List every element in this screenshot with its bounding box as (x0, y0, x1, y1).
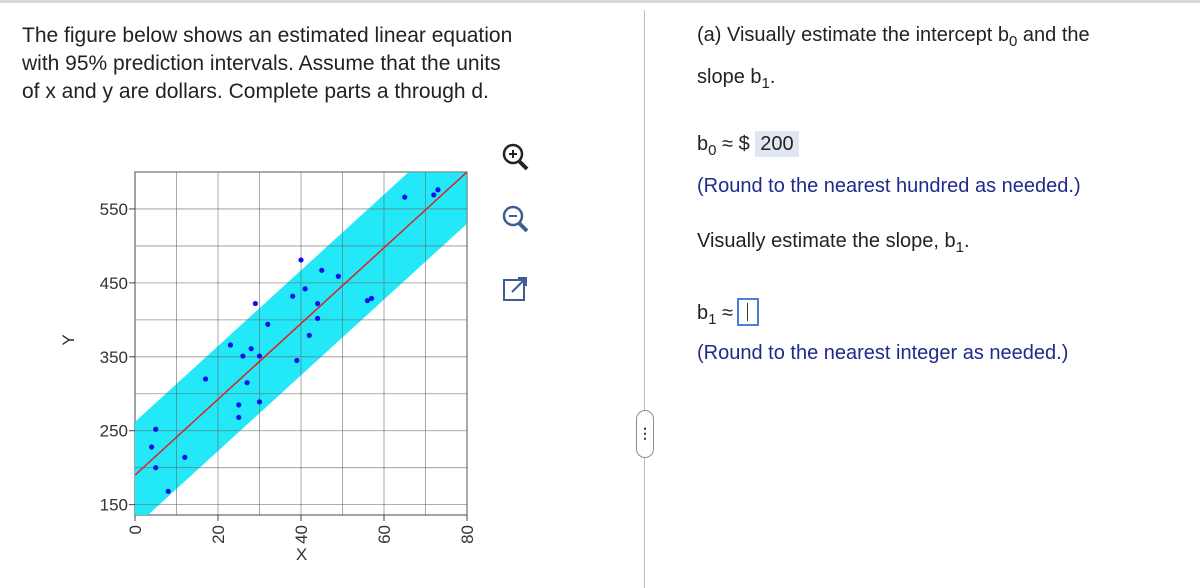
pop-out[interactable] (500, 274, 530, 304)
text: (a) Visually estimate the intercept b (697, 24, 1010, 46)
y-tick-label: 450 (100, 274, 128, 293)
point (298, 257, 304, 263)
text: and the (1017, 24, 1090, 46)
divider (644, 10, 645, 588)
point (236, 402, 242, 408)
intro-line: with 95% prediction intervals. Assume th… (22, 52, 501, 75)
point (153, 465, 159, 471)
subscript: 0 (708, 142, 717, 159)
text: b (697, 302, 709, 324)
point (165, 488, 171, 494)
point (202, 376, 209, 382)
x-tick-label: 60 (375, 525, 394, 544)
text: . (769, 66, 776, 88)
x-axis-label: X (296, 545, 307, 564)
x-tick-label: 20 (209, 525, 228, 544)
point (319, 267, 325, 273)
intro-line: of x and y are dollars. Complete parts a… (22, 80, 489, 103)
text: . (964, 230, 970, 252)
point (265, 321, 271, 327)
fit-line (135, 172, 467, 476)
point (306, 332, 312, 338)
x-tick-label: 80 (458, 525, 477, 544)
y-tick-label: 150 (100, 496, 128, 515)
subscript: 0 (1009, 33, 1018, 50)
point (368, 295, 375, 302)
chart: 0 20 40 60 80 150 250 350 450 550 X Y (59, 171, 477, 564)
point (149, 444, 155, 450)
point (227, 342, 234, 348)
prompt: (a) Visually estimate the intercept b0 a… (697, 24, 1090, 50)
point (315, 300, 321, 307)
y-axis-label: Y (59, 334, 78, 345)
b0-answer: 200 (755, 131, 799, 157)
subscript: 1 (955, 239, 965, 256)
b1-hint: (Round to the nearest integer as needed.… (697, 342, 1069, 364)
text: slope b (697, 66, 762, 88)
zoom-in[interactable] (500, 142, 530, 172)
subscript: 1 (708, 311, 717, 328)
x-tick-label: 40 (292, 525, 311, 544)
slope-prompt: Visually estimate the slope, b1. (697, 230, 970, 256)
point (248, 346, 254, 352)
point (290, 293, 296, 299)
point (335, 273, 341, 279)
subscript: 1 (761, 75, 770, 92)
point (236, 414, 242, 421)
point (402, 194, 408, 200)
y-tick-label: 250 (100, 422, 128, 441)
point (256, 353, 263, 359)
x-tick-label: 0 (126, 525, 145, 534)
point (302, 286, 308, 292)
b0-hint: (Round to the nearest hundred as needed.… (697, 175, 1081, 197)
point (294, 357, 300, 364)
intro: The figure below shows an estimated line… (22, 22, 512, 106)
zoom-out[interactable] (500, 204, 530, 234)
point (153, 426, 159, 432)
point (240, 353, 246, 359)
text: b (697, 133, 709, 155)
top-bar (0, 0, 1200, 3)
point (364, 298, 370, 304)
b0-row: b0 ≈ $ 200 (697, 131, 799, 159)
y-tick-label: 350 (100, 348, 128, 367)
point (182, 454, 188, 460)
prompt: slope b1. (697, 66, 775, 92)
point (435, 187, 441, 193)
b1-input[interactable] (737, 298, 760, 326)
text: ≈ $ (722, 133, 750, 155)
text: ≈ (722, 302, 734, 324)
y-tick-label: 550 (100, 200, 128, 219)
b1-row: b1 ≈ (697, 298, 760, 328)
text: Visually estimate the slope, b (697, 230, 956, 252)
intro-line: The figure below shows an estimated line… (22, 24, 513, 47)
point (252, 300, 258, 307)
resize-handle[interactable]: ⋮ (636, 410, 654, 458)
point (431, 192, 437, 198)
point (315, 315, 321, 321)
point (244, 380, 250, 386)
point (256, 399, 263, 405)
